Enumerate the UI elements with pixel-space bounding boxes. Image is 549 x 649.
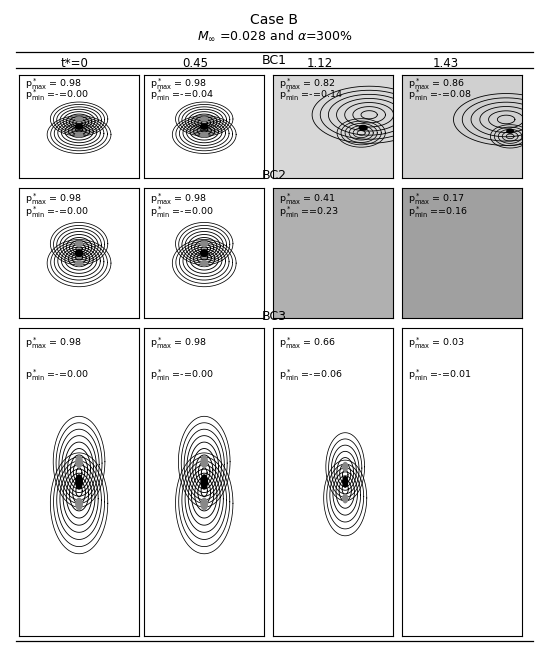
Text: p$^*_{\rm max}$ = 0.98: p$^*_{\rm max}$ = 0.98 — [150, 191, 208, 206]
Ellipse shape — [201, 498, 208, 509]
Text: p$^*_{\rm max}$ = 0.98: p$^*_{\rm max}$ = 0.98 — [25, 191, 82, 206]
Text: p$^*_{\rm max}$ = 0.98: p$^*_{\rm max}$ = 0.98 — [150, 336, 208, 350]
Ellipse shape — [75, 117, 83, 121]
Ellipse shape — [201, 475, 208, 489]
Text: p$^*_{\rm min}$ =-=0.04: p$^*_{\rm min}$ =-=0.04 — [150, 88, 214, 103]
Text: p$^*_{\rm min}$ =-=0.14: p$^*_{\rm min}$ =-=0.14 — [279, 88, 343, 103]
Text: p$^*_{\rm max}$ = 0.86: p$^*_{\rm max}$ = 0.86 — [408, 77, 466, 92]
Ellipse shape — [343, 463, 348, 471]
Text: p$^*_{\rm min}$ =-=0.00: p$^*_{\rm min}$ =-=0.00 — [150, 368, 214, 383]
Text: p$^*_{\rm min}$ =-=0.06: p$^*_{\rm min}$ =-=0.06 — [279, 368, 343, 383]
Ellipse shape — [75, 132, 83, 137]
Ellipse shape — [359, 125, 367, 130]
Ellipse shape — [200, 261, 208, 266]
Text: BC1: BC1 — [262, 54, 287, 67]
Ellipse shape — [76, 475, 82, 489]
Text: p$^*_{\rm max}$ = 0.03: p$^*_{\rm max}$ = 0.03 — [408, 336, 466, 350]
Text: p$^*_{\rm min}$ =-=0.00: p$^*_{\rm min}$ =-=0.00 — [150, 205, 214, 220]
Text: p$^*_{\rm max}$ = 0.98: p$^*_{\rm max}$ = 0.98 — [150, 77, 208, 92]
Text: t*=0: t*=0 — [60, 57, 88, 70]
Ellipse shape — [200, 241, 208, 247]
Text: p$^*_{\rm max}$ = 0.66: p$^*_{\rm max}$ = 0.66 — [279, 336, 337, 350]
Text: p$^*_{\rm max}$ = 0.98: p$^*_{\rm max}$ = 0.98 — [25, 336, 82, 350]
Text: $M_{\infty}$ =0.028 and $\alpha$=300%: $M_{\infty}$ =0.028 and $\alpha$=300% — [197, 29, 352, 43]
Ellipse shape — [200, 132, 208, 137]
Ellipse shape — [200, 117, 208, 121]
Text: p$^*_{\rm min}$ =-=0.01: p$^*_{\rm min}$ =-=0.01 — [408, 368, 472, 383]
Text: Case B: Case B — [250, 13, 299, 27]
Text: BC2: BC2 — [262, 169, 287, 182]
Text: BC3: BC3 — [262, 310, 287, 323]
Ellipse shape — [75, 261, 83, 266]
Ellipse shape — [507, 129, 513, 133]
Text: p$^*_{\rm min}$ =-=0.08: p$^*_{\rm min}$ =-=0.08 — [408, 88, 472, 103]
Ellipse shape — [75, 250, 83, 256]
Text: p$^*_{\rm max}$ = 0.17: p$^*_{\rm max}$ = 0.17 — [408, 191, 466, 206]
Ellipse shape — [200, 250, 208, 256]
Text: 0.45: 0.45 — [182, 57, 208, 70]
Ellipse shape — [201, 456, 208, 467]
Ellipse shape — [76, 498, 82, 509]
Text: p$^*_{\rm min}$ =-=0.00: p$^*_{\rm min}$ =-=0.00 — [25, 368, 89, 383]
Ellipse shape — [343, 476, 348, 487]
Text: p$^*_{\rm min}$ ==0.23: p$^*_{\rm min}$ ==0.23 — [279, 205, 339, 220]
Text: p$^*_{\rm min}$ =-=0.00: p$^*_{\rm min}$ =-=0.00 — [25, 88, 89, 103]
Ellipse shape — [200, 124, 208, 129]
Text: p$^*_{\rm max}$ = 0.41: p$^*_{\rm max}$ = 0.41 — [279, 191, 337, 206]
Ellipse shape — [75, 124, 83, 129]
Text: p$^*_{\rm min}$ ==0.16: p$^*_{\rm min}$ ==0.16 — [408, 205, 469, 220]
Ellipse shape — [343, 494, 348, 503]
Text: 1.43: 1.43 — [433, 57, 459, 70]
Ellipse shape — [76, 456, 82, 467]
Text: p$^*_{\rm min}$ =-=0.00: p$^*_{\rm min}$ =-=0.00 — [25, 205, 89, 220]
Ellipse shape — [75, 241, 83, 247]
Text: 1.12: 1.12 — [306, 57, 333, 70]
Text: p$^*_{\rm max}$ = 0.82: p$^*_{\rm max}$ = 0.82 — [279, 77, 336, 92]
Text: p$^*_{\rm max}$ = 0.98: p$^*_{\rm max}$ = 0.98 — [25, 77, 82, 92]
